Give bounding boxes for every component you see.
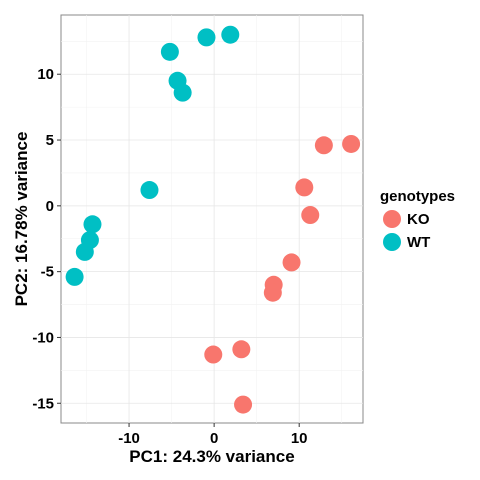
y-tick-label: 10 [37, 66, 54, 83]
y-tick-label: -5 [41, 264, 54, 281]
data-point-ko [314, 136, 333, 155]
x-tick-label: 0 [210, 430, 218, 447]
data-point-ko [204, 345, 223, 364]
data-point-ko [301, 206, 320, 225]
y-axis-title: PC2: 16.78% variance [12, 132, 31, 307]
x-tick-label: -10 [118, 430, 140, 447]
data-point-wt [83, 215, 102, 234]
legend-title: genotypes [380, 188, 455, 205]
data-point-ko [234, 395, 253, 414]
legend-label-wt: WT [407, 234, 430, 251]
legend: genotypes KO WT [380, 188, 455, 251]
y-axis-ticks: -15 -10 -5 0 5 10 [32, 66, 61, 412]
x-tick-label: 10 [291, 430, 308, 447]
x-axis-title: PC1: 24.3% variance [129, 447, 294, 466]
grid-major [61, 15, 363, 423]
data-point-ko [263, 283, 282, 302]
data-point-wt [75, 242, 94, 261]
data-point-wt [221, 25, 240, 44]
legend-label-ko: KO [407, 211, 430, 228]
y-tick-label: -15 [32, 395, 54, 412]
y-tick-label: 0 [46, 198, 54, 215]
data-point-ko [282, 253, 301, 272]
data-point-ko [342, 134, 361, 153]
x-axis-ticks: -10 0 10 [118, 423, 308, 447]
data-point-wt [197, 28, 216, 47]
data-point-ko [232, 340, 251, 359]
y-tick-label: -10 [32, 329, 54, 346]
legend-key-wt [383, 233, 401, 251]
data-point-wt [140, 181, 159, 200]
y-tick-label: 5 [46, 132, 54, 149]
data-point-wt [65, 267, 84, 286]
data-point-ko [295, 178, 314, 197]
data-point-wt [160, 42, 179, 61]
legend-key-ko [383, 210, 401, 228]
data-point-wt [173, 83, 192, 102]
data-points [65, 25, 361, 414]
